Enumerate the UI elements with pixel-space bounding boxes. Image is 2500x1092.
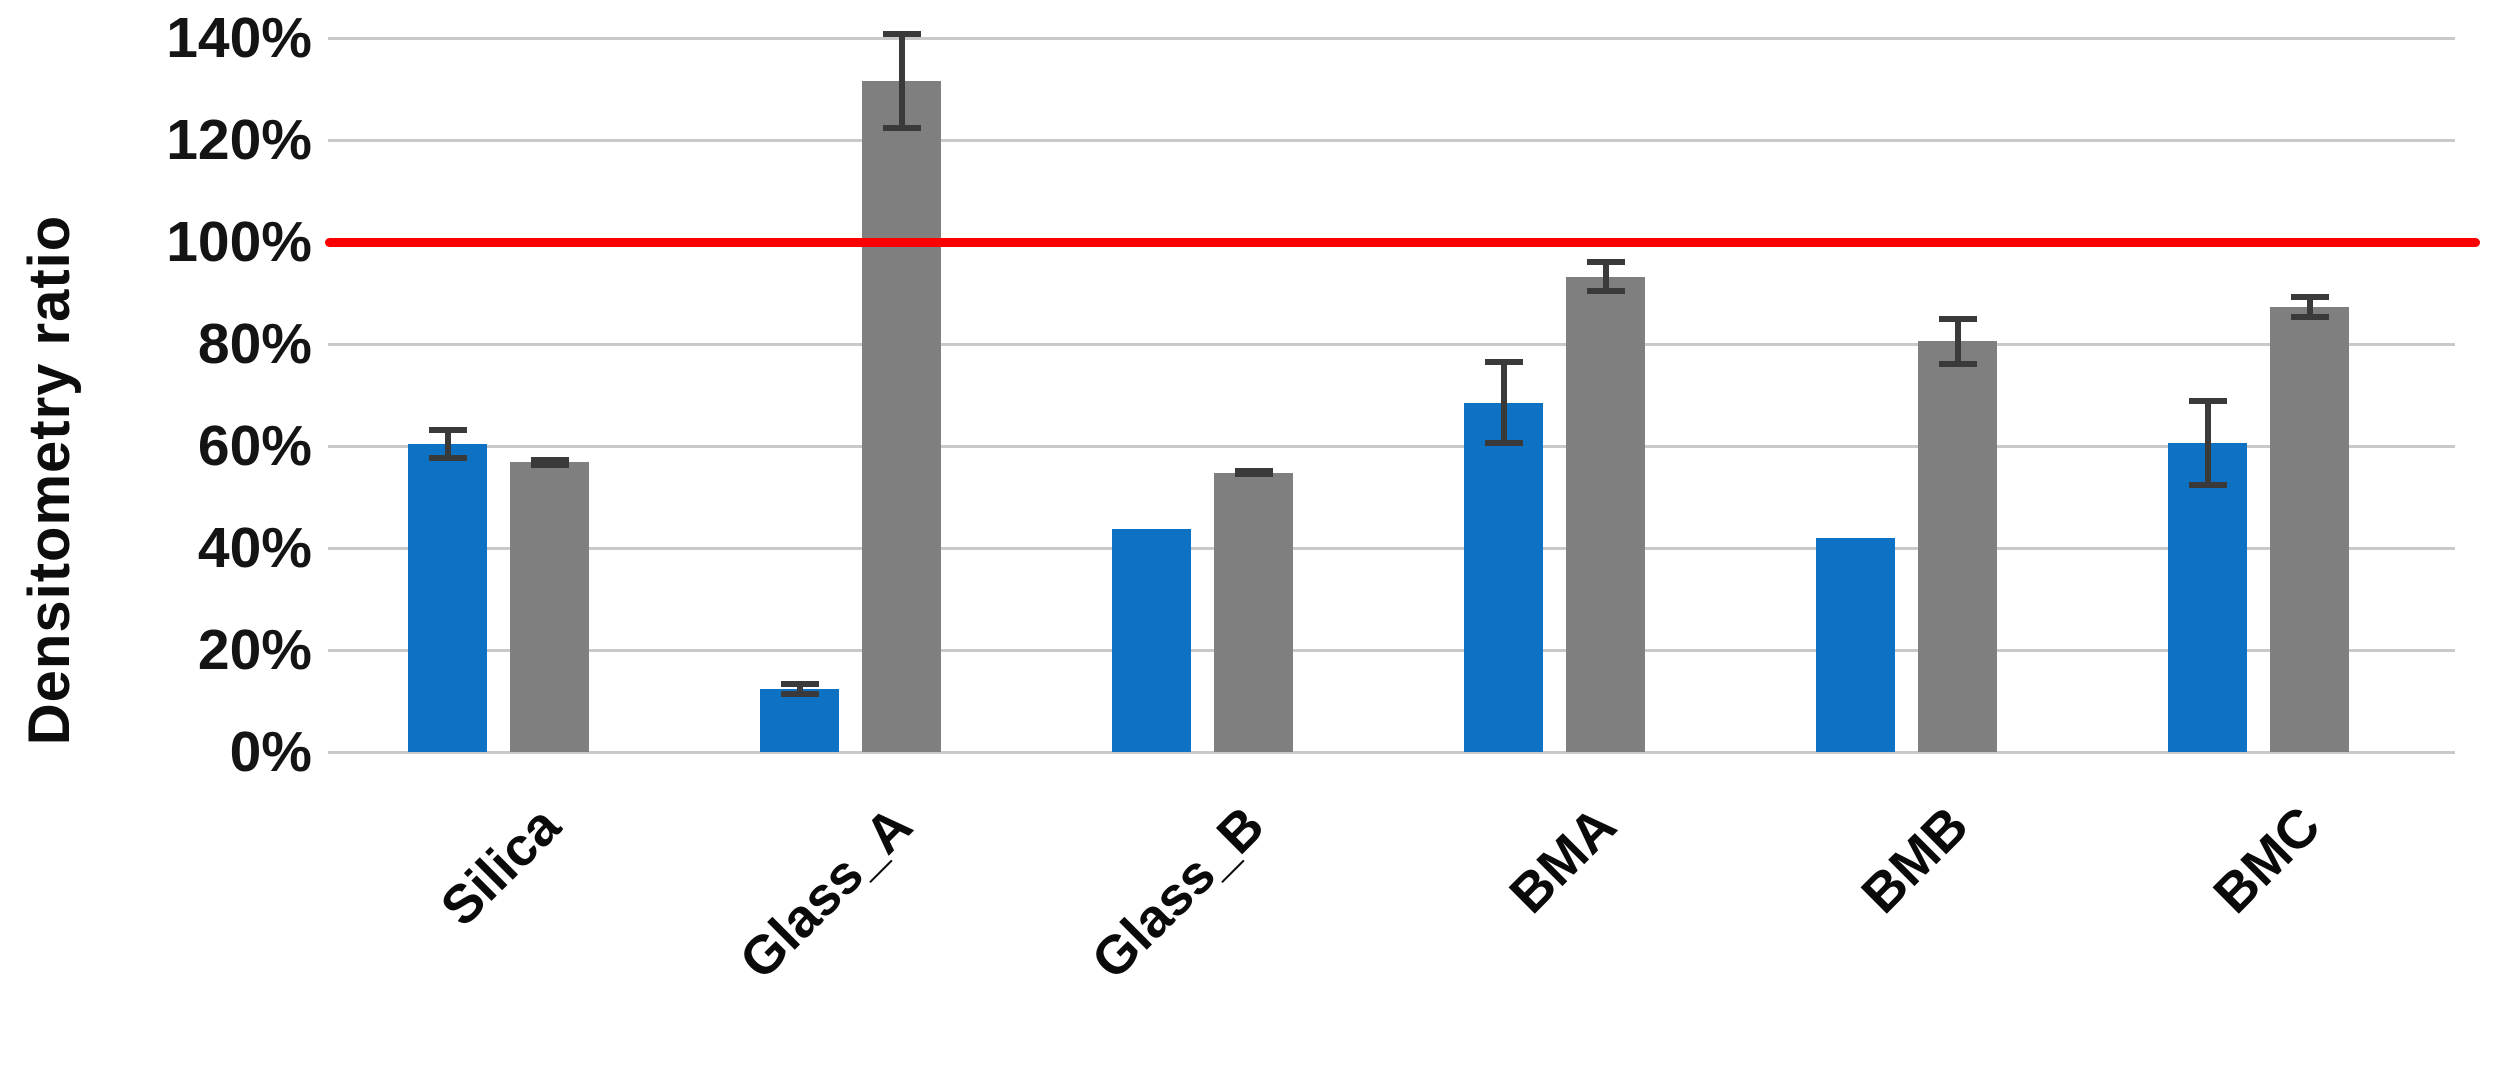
error-bar-stem: [2204, 398, 2211, 488]
gridline-20%: [328, 648, 2455, 652]
x-label-BMB: BMB: [1849, 795, 1980, 925]
bar-BMA-gray_series: [1566, 276, 1645, 752]
y-tick-label-20%: 20%: [197, 618, 312, 682]
x-label-Glass_A: Glass_A: [727, 795, 924, 991]
error-bar-stem: [1602, 259, 1609, 294]
gridline-80%: [328, 342, 2455, 346]
bar-BMB-gray_series: [1918, 341, 1997, 752]
y-tick-label-40%: 40%: [197, 516, 312, 580]
y-tick-label-80%: 80%: [197, 312, 312, 376]
y-tick-label-140%: 140%: [166, 6, 312, 70]
error-bar-cap: [780, 691, 819, 698]
gridline-40%: [328, 546, 2455, 550]
x-label-BMA: BMA: [1497, 795, 1628, 925]
y-tick-label-100%: 100%: [166, 210, 312, 274]
bar-Glass_A-blue_series: [760, 689, 839, 752]
error-bar-cap: [2188, 481, 2227, 488]
error-bar-BMC-gray_series: [2290, 293, 2329, 321]
error-bar-cap: [2290, 314, 2329, 321]
error-bar-BMA-blue_series: [1484, 359, 1523, 446]
error-bar-Silica-gray_series: [530, 456, 569, 468]
bar-BMA-blue_series: [1464, 402, 1543, 752]
error-bar-BMB-gray_series: [1938, 315, 1977, 367]
error-bar-cap: [1586, 288, 1625, 294]
error-bar-Glass_A-blue_series: [780, 681, 819, 698]
error-bar-BMC-blue_series: [2188, 398, 2227, 488]
bar-Glass_B-blue_series: [1112, 528, 1191, 752]
bar-Glass_B-gray_series: [1214, 472, 1293, 752]
error-bar-stem: [1954, 315, 1961, 367]
bar-chart: Densitometry ratio 0% 20% 40% 60% 80% 100% 120…: [17, 6, 2480, 991]
error-bar-cap: [530, 461, 569, 468]
y-tick-label-0%: 0%: [229, 720, 312, 784]
x-label-BMC: BMC: [2201, 795, 2332, 925]
error-bar-Glass_A-gray_series: [882, 31, 921, 132]
gridline-0%: [328, 750, 2455, 754]
error-bar-cap: [1938, 360, 1977, 367]
bar-Silica-blue_series: [408, 443, 487, 752]
error-bar-cap: [882, 125, 921, 132]
error-bar-stem: [1500, 359, 1507, 446]
gridline-140%: [328, 36, 2455, 40]
reference-line-100pct: [325, 237, 2480, 247]
y-tick-label-60%: 60%: [197, 414, 312, 478]
error-bar-cap: [1234, 471, 1273, 478]
bar-BMC-blue_series: [2168, 442, 2247, 752]
error-bar-Glass_B-gray_series: [1234, 467, 1273, 478]
x-label-Silica: Silica: [429, 795, 572, 938]
error-bar-BMA-gray_series: [1586, 259, 1625, 294]
y-tick-label-120%: 120%: [166, 108, 312, 172]
error-bar-stem: [898, 31, 905, 132]
error-bar-stem: [796, 681, 803, 698]
bar-BMC-gray_series: [2270, 306, 2349, 752]
bar-BMB-blue_series: [1816, 538, 1895, 752]
gridline-120%: [328, 138, 2455, 142]
x-label-Glass_B: Glass_B: [1079, 795, 1276, 991]
error-bar-cap: [1484, 439, 1523, 446]
error-bar-cap: [428, 455, 467, 462]
bar-Silica-gray_series: [510, 462, 589, 752]
error-bar-Silica-blue_series: [428, 426, 467, 462]
bar-Glass_A-gray_series: [862, 81, 941, 752]
gridline-60%: [328, 444, 2455, 448]
error-bar-stem: [444, 426, 451, 462]
error-bar-stem: [2306, 293, 2313, 321]
